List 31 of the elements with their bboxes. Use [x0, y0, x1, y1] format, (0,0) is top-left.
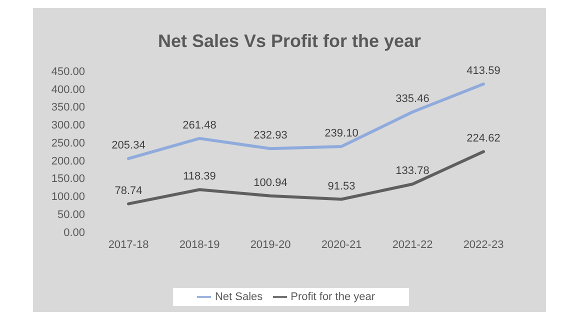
- y-tick-label: 100.00: [51, 191, 85, 204]
- y-tick-label: 350.00: [51, 102, 85, 114]
- chart-title: Net Sales Vs Profit for the year: [156, 31, 422, 52]
- y-tick-label: 250.00: [51, 137, 85, 150]
- data-label: 239.10: [324, 127, 358, 140]
- y-tick-label: 300.00: [51, 120, 85, 132]
- data-label: 91.53: [328, 180, 356, 192]
- y-tick-label: 50.00: [57, 209, 85, 222]
- x-tick-label: 2019-20: [250, 238, 291, 251]
- legend-label: Net Sales: [214, 290, 263, 303]
- data-label: 232.93: [254, 130, 288, 142]
- x-tick-label: 2018-19: [179, 238, 220, 251]
- x-tick-label: 2020-21: [321, 238, 362, 251]
- x-tick-label: 2021-22: [392, 238, 433, 251]
- data-label: 205.34: [112, 140, 146, 152]
- y-tick-label: 200.00: [51, 155, 85, 168]
- y-tick-label: 0.00: [64, 226, 85, 239]
- data-label: 261.48: [182, 119, 216, 132]
- data-label: 335.46: [396, 92, 430, 105]
- y-tick-label: 150.00: [51, 173, 85, 186]
- y-tick-label: 450.00: [51, 66, 85, 78]
- legend-label: Profit for the year: [290, 290, 376, 303]
- data-label: 78.74: [114, 184, 142, 197]
- data-label: 413.59: [466, 65, 500, 78]
- data-label: 100.94: [254, 176, 288, 189]
- x-tick-label: 2017-18: [108, 238, 149, 251]
- data-label: 118.39: [183, 170, 216, 183]
- x-tick-label: 2022-23: [463, 238, 504, 251]
- data-label: 133.78: [396, 165, 430, 178]
- data-label: 224.62: [466, 132, 500, 145]
- y-tick-label: 400.00: [51, 84, 85, 96]
